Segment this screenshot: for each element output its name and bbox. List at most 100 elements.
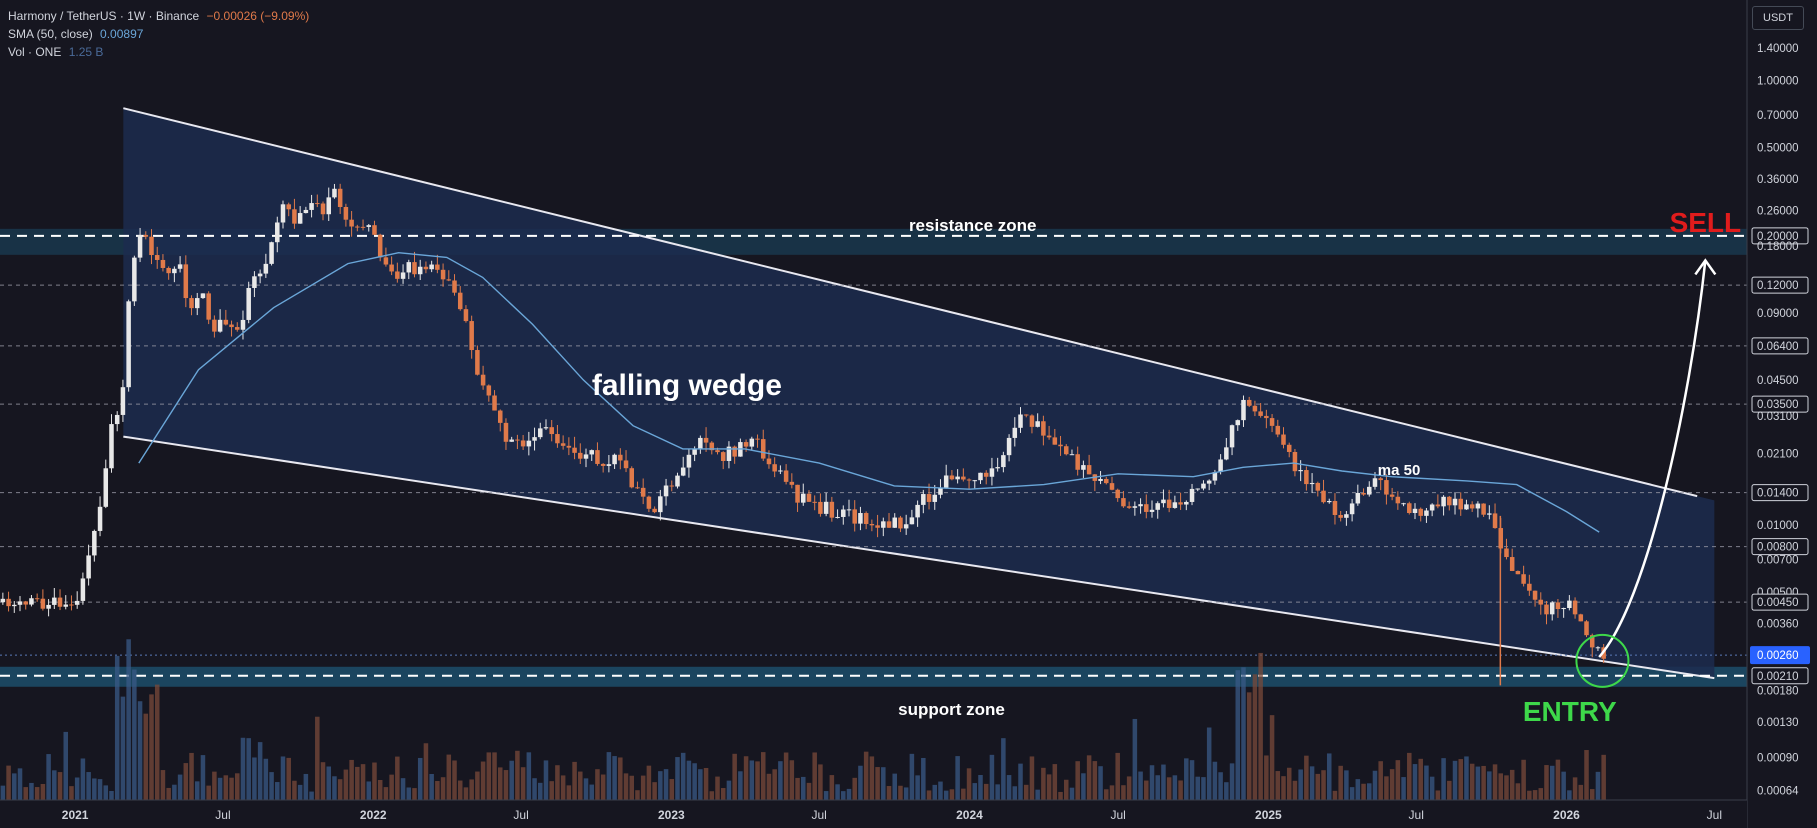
currency-button[interactable]: USDT — [1752, 6, 1804, 30]
volume-bar — [12, 773, 17, 800]
volume-bar — [503, 770, 509, 800]
volume-bar — [309, 791, 314, 800]
price-axis[interactable]: 2.000001.400001.000000.700000.500000.360… — [1746, 0, 1817, 828]
candle-body — [1326, 501, 1332, 503]
candle-body — [858, 513, 863, 524]
volume-bar — [206, 785, 211, 800]
volume-bar — [257, 742, 263, 800]
volume-bar — [841, 791, 846, 800]
volume-bar — [606, 752, 612, 800]
candle-body — [212, 319, 217, 332]
volume-bar — [1006, 775, 1012, 800]
volume-bar — [1018, 763, 1023, 800]
falling-wedge-shape — [123, 107, 1715, 680]
candle-body — [875, 525, 880, 528]
volume-bar — [166, 787, 171, 800]
volume-bar — [680, 752, 686, 800]
candle-body — [1544, 604, 1549, 615]
candle-body — [395, 271, 400, 279]
volume-bar — [1464, 756, 1469, 800]
volume-bar — [303, 773, 309, 800]
current-price-tag — [1750, 646, 1810, 665]
volume-bar — [1367, 783, 1372, 800]
candle-body — [366, 225, 372, 227]
candle-body — [1304, 470, 1309, 485]
candle-body — [886, 521, 892, 528]
volume-bar — [160, 770, 166, 800]
volume-bar — [1218, 772, 1223, 800]
volume-bar — [1149, 765, 1155, 800]
sma-50-path — [138, 251, 1600, 533]
candle-body — [252, 276, 257, 288]
price-tick-label: 0.00210 — [1757, 671, 1799, 683]
volume-bar — [1447, 780, 1452, 800]
volume-bar — [1292, 780, 1298, 800]
candle-body — [240, 319, 246, 330]
price-tick-label: 1.00000 — [1757, 75, 1799, 87]
candle-body — [1258, 411, 1263, 416]
price-tick-label: 0.36000 — [1757, 174, 1799, 186]
candle-body — [63, 604, 69, 607]
volume-bar — [1338, 765, 1343, 800]
candle-body — [469, 321, 474, 351]
volume-bar — [835, 784, 840, 800]
volume-bar — [898, 785, 903, 800]
candle-body — [715, 450, 720, 453]
volume-bar — [1195, 776, 1201, 800]
volume-bar — [909, 753, 915, 800]
candle-body — [932, 494, 938, 502]
candle-body — [194, 298, 200, 309]
volume-bar — [320, 762, 326, 800]
candle-body — [1527, 583, 1532, 591]
candle-body — [229, 324, 234, 328]
candle-body — [137, 234, 143, 258]
volume-bar — [92, 778, 97, 800]
volume-bar — [497, 767, 503, 800]
candle-body — [1063, 446, 1069, 455]
candle-body — [692, 448, 697, 455]
volume-bar — [377, 779, 383, 800]
volume-bar — [435, 781, 440, 800]
volume-bars — [0, 639, 1606, 800]
time-axis[interactable]: 2021 Jul 2022 Jul 2023 Jul 2024 Jul 2025 Jul 2026 J… — [0, 799, 1747, 828]
volume-bar — [109, 790, 114, 800]
candle-body — [1224, 447, 1229, 460]
volume-bar — [63, 731, 69, 800]
volume-bar — [1584, 750, 1589, 800]
volume-bar — [1509, 769, 1515, 800]
volume-bar — [366, 781, 372, 800]
candle-body — [680, 467, 686, 476]
candle-body — [1023, 414, 1029, 416]
candle-body — [766, 458, 772, 465]
sma-50-line — [138, 251, 1600, 533]
candle-body — [1292, 451, 1298, 472]
candle-body — [1229, 425, 1235, 448]
volume-bar — [1166, 777, 1172, 800]
volume-bar — [1332, 790, 1338, 800]
volume-bar — [932, 784, 938, 800]
candle-body — [497, 410, 503, 423]
volume-bar — [526, 752, 532, 800]
volume-bar — [1481, 765, 1486, 800]
volume-bar — [818, 764, 823, 800]
candle-body — [46, 604, 51, 609]
candle-body — [166, 267, 171, 274]
volume-bar — [1235, 670, 1241, 800]
candle-body — [778, 470, 783, 472]
volume-bar — [1589, 789, 1595, 800]
volume-bar — [1069, 787, 1075, 800]
volume-bar — [29, 782, 34, 800]
volume-bar — [1412, 764, 1418, 800]
candle-body — [143, 234, 149, 237]
candle-body — [1584, 621, 1589, 636]
volume-bar — [1601, 754, 1606, 800]
volume-bar — [1389, 769, 1395, 800]
horizontal-levels — [0, 234, 1747, 677]
candle-body — [578, 452, 583, 459]
candle-body — [543, 427, 549, 429]
volume-bar — [1269, 715, 1275, 800]
volume-bar — [1029, 756, 1035, 800]
volume-bar — [686, 760, 692, 800]
volume-bar — [1161, 764, 1166, 800]
